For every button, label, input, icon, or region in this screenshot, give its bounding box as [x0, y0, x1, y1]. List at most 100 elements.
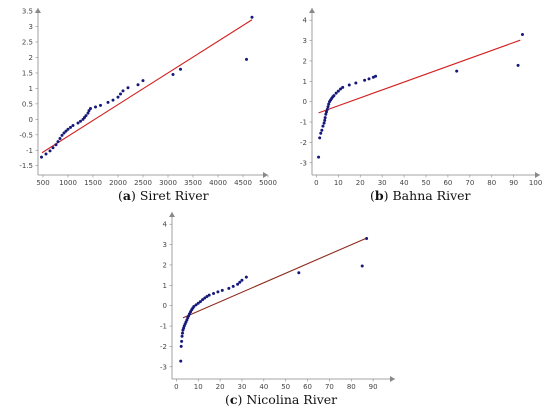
- x-tick-label-a: 3000: [159, 179, 177, 187]
- data-point-c: [365, 236, 369, 240]
- data-point-a: [48, 149, 52, 153]
- data-point-a: [60, 133, 64, 137]
- y-tick-label-b: 3: [303, 37, 307, 45]
- x-tick-label-b: 80: [487, 179, 496, 187]
- data-point-c: [207, 293, 211, 297]
- panel-c: 0 10 20 30 40 50 60 70 80 90 -3 -2 -1 0 1 2 3 4: [160, 212, 395, 391]
- y-tick-label-c: -2: [160, 343, 167, 351]
- data-point-b: [320, 128, 324, 132]
- caption-a-text: Siret River: [140, 188, 209, 203]
- x-tick-label-a: 2000: [109, 179, 127, 187]
- y-tick-label-a: 0.5: [22, 100, 33, 108]
- caption-a: (a) Siret River: [118, 188, 209, 203]
- y-tick-label-a: 2.5: [22, 39, 33, 47]
- data-point-c: [360, 264, 364, 268]
- x-tick-label-c: 70: [325, 383, 334, 391]
- data-point-b: [324, 112, 328, 116]
- data-point-b: [317, 155, 321, 159]
- x-tick-label-a: 4000: [209, 179, 227, 187]
- x-tick-label-b: 20: [356, 179, 365, 187]
- data-point-b: [326, 105, 330, 109]
- data-point-c: [227, 286, 231, 290]
- x-tick-label-b: 70: [465, 179, 474, 187]
- data-point-a: [58, 137, 62, 141]
- data-point-a: [76, 121, 80, 125]
- y-tick-label-b: -3: [300, 159, 307, 167]
- data-point-c: [297, 271, 301, 275]
- data-point-b: [324, 110, 328, 114]
- x-tick-label-a: 1500: [84, 179, 102, 187]
- data-point-b: [334, 91, 338, 95]
- y-tick-label-a: -1.5: [19, 162, 33, 170]
- data-point-a: [51, 146, 55, 150]
- y-axis-arrow-b: [309, 8, 315, 13]
- x-axis-arrow-b: [535, 172, 540, 178]
- y-axis-arrow-a: [35, 8, 41, 13]
- x-tick-label-a: 1000: [59, 179, 77, 187]
- data-point-a: [250, 15, 254, 19]
- data-point-b: [363, 78, 367, 82]
- data-point-a: [79, 119, 82, 123]
- data-point-a: [179, 67, 182, 71]
- data-point-c: [244, 275, 248, 279]
- data-point-a: [121, 89, 125, 93]
- data-point-b: [323, 116, 327, 120]
- data-point-a: [56, 140, 60, 144]
- x-tick-label-b: 0: [314, 179, 318, 187]
- data-point-c: [180, 331, 184, 335]
- data-point-a: [84, 114, 88, 118]
- data-point-a: [171, 72, 175, 76]
- data-point-a: [66, 127, 70, 131]
- data-point-b: [336, 89, 340, 93]
- y-tick-label-c: 3: [163, 241, 167, 249]
- y-tick-label-c: 0: [163, 302, 167, 310]
- caption-c-label: c: [230, 392, 238, 407]
- data-point-a: [86, 111, 90, 115]
- y-tick-label-b: 2: [303, 57, 307, 65]
- x-tick-label-b: 30: [378, 179, 387, 187]
- data-point-a: [62, 131, 66, 135]
- fit-line-a: [41, 19, 253, 154]
- x-axis-arrow-c: [390, 376, 395, 382]
- data-point-b: [520, 32, 524, 36]
- caption-c: (c) Nicolina River: [225, 392, 337, 407]
- data-point-c: [180, 339, 184, 343]
- data-point-b: [332, 94, 336, 98]
- data-point-b: [325, 107, 329, 111]
- data-point-c: [220, 288, 224, 292]
- data-point-a: [111, 98, 115, 102]
- data-point-a: [89, 107, 92, 111]
- x-tick-label-a: 3500: [184, 179, 202, 187]
- y-tick-label-b: 4: [303, 17, 308, 25]
- data-point-c: [201, 298, 205, 302]
- data-point-b: [354, 81, 358, 85]
- data-point-c: [231, 284, 235, 288]
- data-point-c: [212, 291, 216, 295]
- y-tick-label-c: 1: [163, 282, 167, 290]
- x-tick-label-c: 90: [369, 383, 378, 391]
- y-tick-label-a: 3: [29, 23, 33, 31]
- y-axis-arrow-c: [169, 212, 175, 217]
- data-point-a: [44, 152, 48, 156]
- data-point-c: [179, 344, 183, 348]
- data-point-c: [192, 304, 196, 308]
- data-point-b: [516, 63, 520, 67]
- data-point-a: [119, 92, 122, 96]
- y-tick-label-a: -0.5: [19, 131, 33, 139]
- x-tick-label-b: 50: [422, 179, 431, 187]
- data-point-b: [374, 74, 378, 78]
- data-point-b: [327, 102, 331, 106]
- data-point-a: [54, 143, 58, 147]
- panel-a: 500 1000 1500 2000 2500 3000 3500 4000 4500 5000 -…: [19, 8, 277, 187]
- data-point-b: [339, 87, 342, 91]
- data-point-a: [40, 155, 43, 159]
- data-point-a: [116, 95, 120, 99]
- data-point-c: [180, 334, 184, 338]
- x-tick-label-c: 60: [303, 383, 312, 391]
- x-tick-label-b: 100: [529, 179, 542, 187]
- x-tick-label-a: 4500: [234, 179, 252, 187]
- data-point-c: [198, 300, 202, 304]
- caption-b-label: b: [375, 188, 384, 203]
- data-point-b: [455, 69, 459, 73]
